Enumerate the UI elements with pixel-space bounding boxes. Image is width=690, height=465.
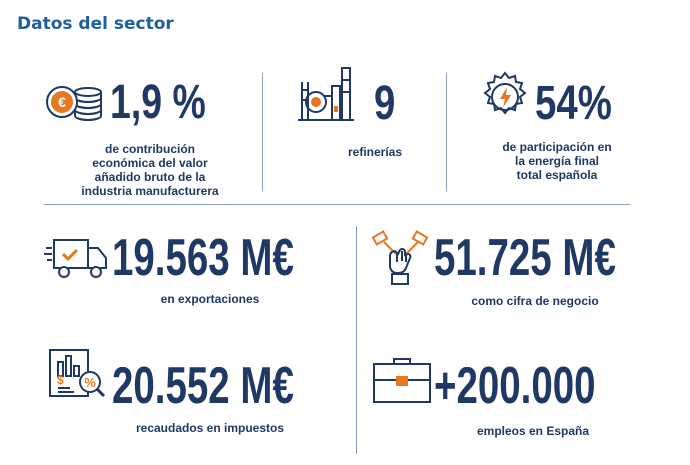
refineries-value: 9 <box>374 77 396 130</box>
taxes-label: recaudados en impuestos <box>135 421 285 435</box>
briefcase-icon <box>372 356 432 406</box>
exports-value: 19.563 M€ <box>112 229 294 287</box>
jobs-value: +200.000 <box>434 357 596 415</box>
exports-label: en exportaciones <box>160 292 260 306</box>
turnover-label: como cifra de negocio <box>471 294 599 308</box>
delivery-truck-icon <box>44 236 108 280</box>
refineries-label: refinerías <box>347 145 403 159</box>
turnover-value: 51.725 M€ <box>434 229 616 287</box>
jobs-label: empleos en España <box>476 424 590 438</box>
section-title: Datos del sector <box>17 14 174 34</box>
divider <box>44 204 630 205</box>
share-label: de participación en la energía final tot… <box>502 140 612 182</box>
euro-coins-icon: € <box>44 78 106 124</box>
divider <box>356 226 357 454</box>
refinery-icon <box>294 62 358 126</box>
svg-text:€: € <box>58 94 66 110</box>
share-value: 54% <box>535 77 612 130</box>
tax-report-icon: % $ <box>44 346 108 402</box>
svg-text:$: $ <box>57 373 64 387</box>
energy-gear-icon <box>478 70 532 124</box>
taxes-value: 20.552 M€ <box>112 357 294 415</box>
handshake-icon <box>372 230 430 288</box>
divider <box>446 73 447 191</box>
contribution-label: de contribución económica del valor añad… <box>81 142 219 198</box>
divider <box>262 73 263 191</box>
svg-text:%: % <box>84 375 96 390</box>
contribution-value: 1,9 % <box>110 76 206 129</box>
